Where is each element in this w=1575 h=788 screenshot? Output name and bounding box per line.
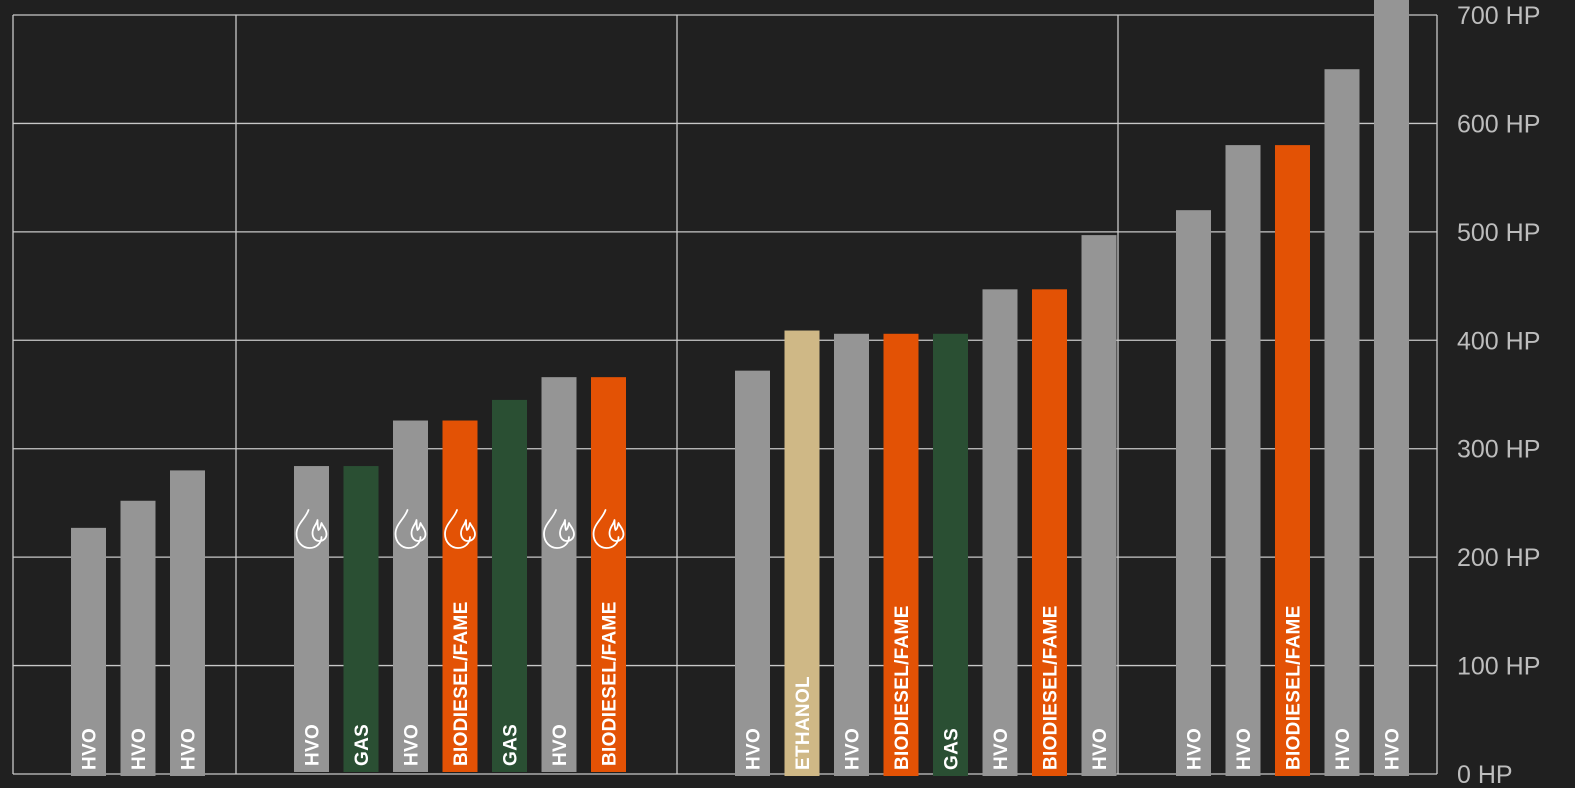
bars: HVO HVO HVO HVO GAS HVO BIODIESEL/FAME GAS HVO BI… xyxy=(71,0,1409,777)
bar-label: HVO xyxy=(1234,728,1255,770)
bar-label: HVO xyxy=(303,724,324,766)
bar xyxy=(1275,145,1310,777)
bar-label: HVO xyxy=(129,728,150,770)
bar xyxy=(982,289,1018,776)
y-tick-label: 400 HP xyxy=(1457,327,1540,355)
bar xyxy=(883,333,919,776)
bar-label: HVO xyxy=(1383,728,1404,770)
bar xyxy=(541,377,577,772)
bar-label: GAS xyxy=(501,724,522,766)
bar-group: HVO GAS HVO BIODIESEL/FAME GAS HVO BIODIESEL/F… xyxy=(294,377,626,772)
bar-label: BIODIESEL/FAME xyxy=(1041,605,1062,770)
bar xyxy=(1374,0,1409,776)
bar xyxy=(591,377,626,772)
flame-drop-icon xyxy=(543,509,575,549)
bar-label: GAS xyxy=(942,728,963,770)
y-tick-label: 100 HP xyxy=(1457,653,1540,681)
bar-label: HVO xyxy=(991,728,1012,770)
bar-label: HVO xyxy=(1090,728,1111,770)
bar-group: HVO ETHANOL HVO BIODIESEL/FAME GAS HVO BIODIES… xyxy=(735,235,1117,777)
bar-label: HVO xyxy=(843,728,864,770)
bar-label: GAS xyxy=(352,724,373,766)
bar-label: ETHANOL xyxy=(793,676,814,770)
bar xyxy=(492,399,527,772)
bar xyxy=(735,370,770,776)
bar-label: HVO xyxy=(80,728,101,770)
bar-group: HVO HVO BIODIESEL/FAME HVO HVO xyxy=(1176,0,1409,777)
bar xyxy=(71,527,106,776)
bar xyxy=(1081,235,1117,777)
bar xyxy=(834,333,869,776)
y-tick-label: 500 HP xyxy=(1457,219,1540,247)
bar xyxy=(1032,289,1067,776)
bar-label: HVO xyxy=(744,728,765,770)
bar xyxy=(1225,145,1261,777)
y-tick-label: 0 HP xyxy=(1457,761,1513,788)
y-tick-label: 700 HP xyxy=(1457,2,1540,30)
bar-label: BIODIESEL/FAME xyxy=(451,601,472,766)
bar-label: HVO xyxy=(1185,728,1206,770)
y-tick-label: 200 HP xyxy=(1457,544,1540,572)
bar-label: HVO xyxy=(179,728,200,770)
y-tick-label: 600 HP xyxy=(1457,110,1540,138)
y-axis-ticks: 0 HP 100 HP 200 HP 300 HP 400 HP 500 HP 600 HP… xyxy=(1457,2,1540,788)
bar xyxy=(170,470,205,776)
bar xyxy=(1176,210,1211,776)
bar-label: BIODIESEL/FAME xyxy=(1284,605,1305,770)
bar-label: HVO xyxy=(402,724,423,766)
bar xyxy=(1324,69,1360,776)
bar xyxy=(294,466,329,772)
bar-label: BIODIESEL/FAME xyxy=(892,605,913,770)
flame-drop-icon xyxy=(444,509,476,549)
flame-drop-icon xyxy=(592,509,625,549)
y-tick-label: 300 HP xyxy=(1457,436,1540,464)
bar xyxy=(393,420,428,772)
flame-drop-icon xyxy=(394,509,427,549)
bar xyxy=(784,330,820,776)
bar xyxy=(343,466,379,772)
flame-drop-icon xyxy=(295,509,328,549)
bar xyxy=(120,500,156,776)
bar-label: HVO xyxy=(550,724,571,766)
bar xyxy=(933,333,968,776)
bar-group: HVO HVO HVO xyxy=(71,470,205,776)
bar-label: BIODIESEL/FAME xyxy=(600,601,621,766)
bar xyxy=(442,420,478,772)
grid xyxy=(12,14,1438,775)
bar-label: HVO xyxy=(1333,728,1354,770)
